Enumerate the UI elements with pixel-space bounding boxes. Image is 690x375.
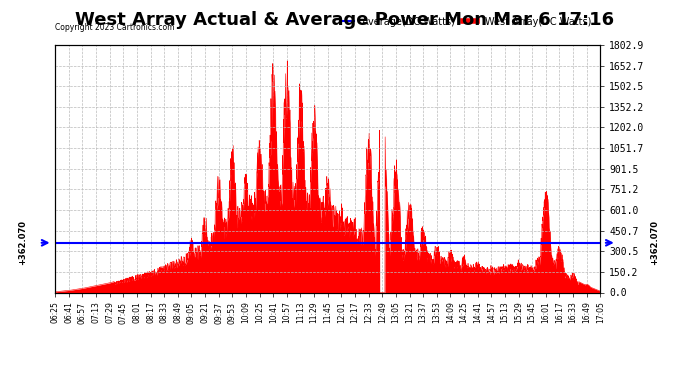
Text: West Array Actual & Average Power Mon Mar 6 17:16: West Array Actual & Average Power Mon Ma… — [75, 11, 615, 29]
Text: +362.070: +362.070 — [650, 220, 660, 265]
Text: +362.070: +362.070 — [18, 220, 27, 265]
Text: Copyright 2023 Cartronics.com: Copyright 2023 Cartronics.com — [55, 23, 175, 32]
Legend: Average(DC Watts), West Array(DC Watts): Average(DC Watts), West Array(DC Watts) — [336, 13, 595, 30]
